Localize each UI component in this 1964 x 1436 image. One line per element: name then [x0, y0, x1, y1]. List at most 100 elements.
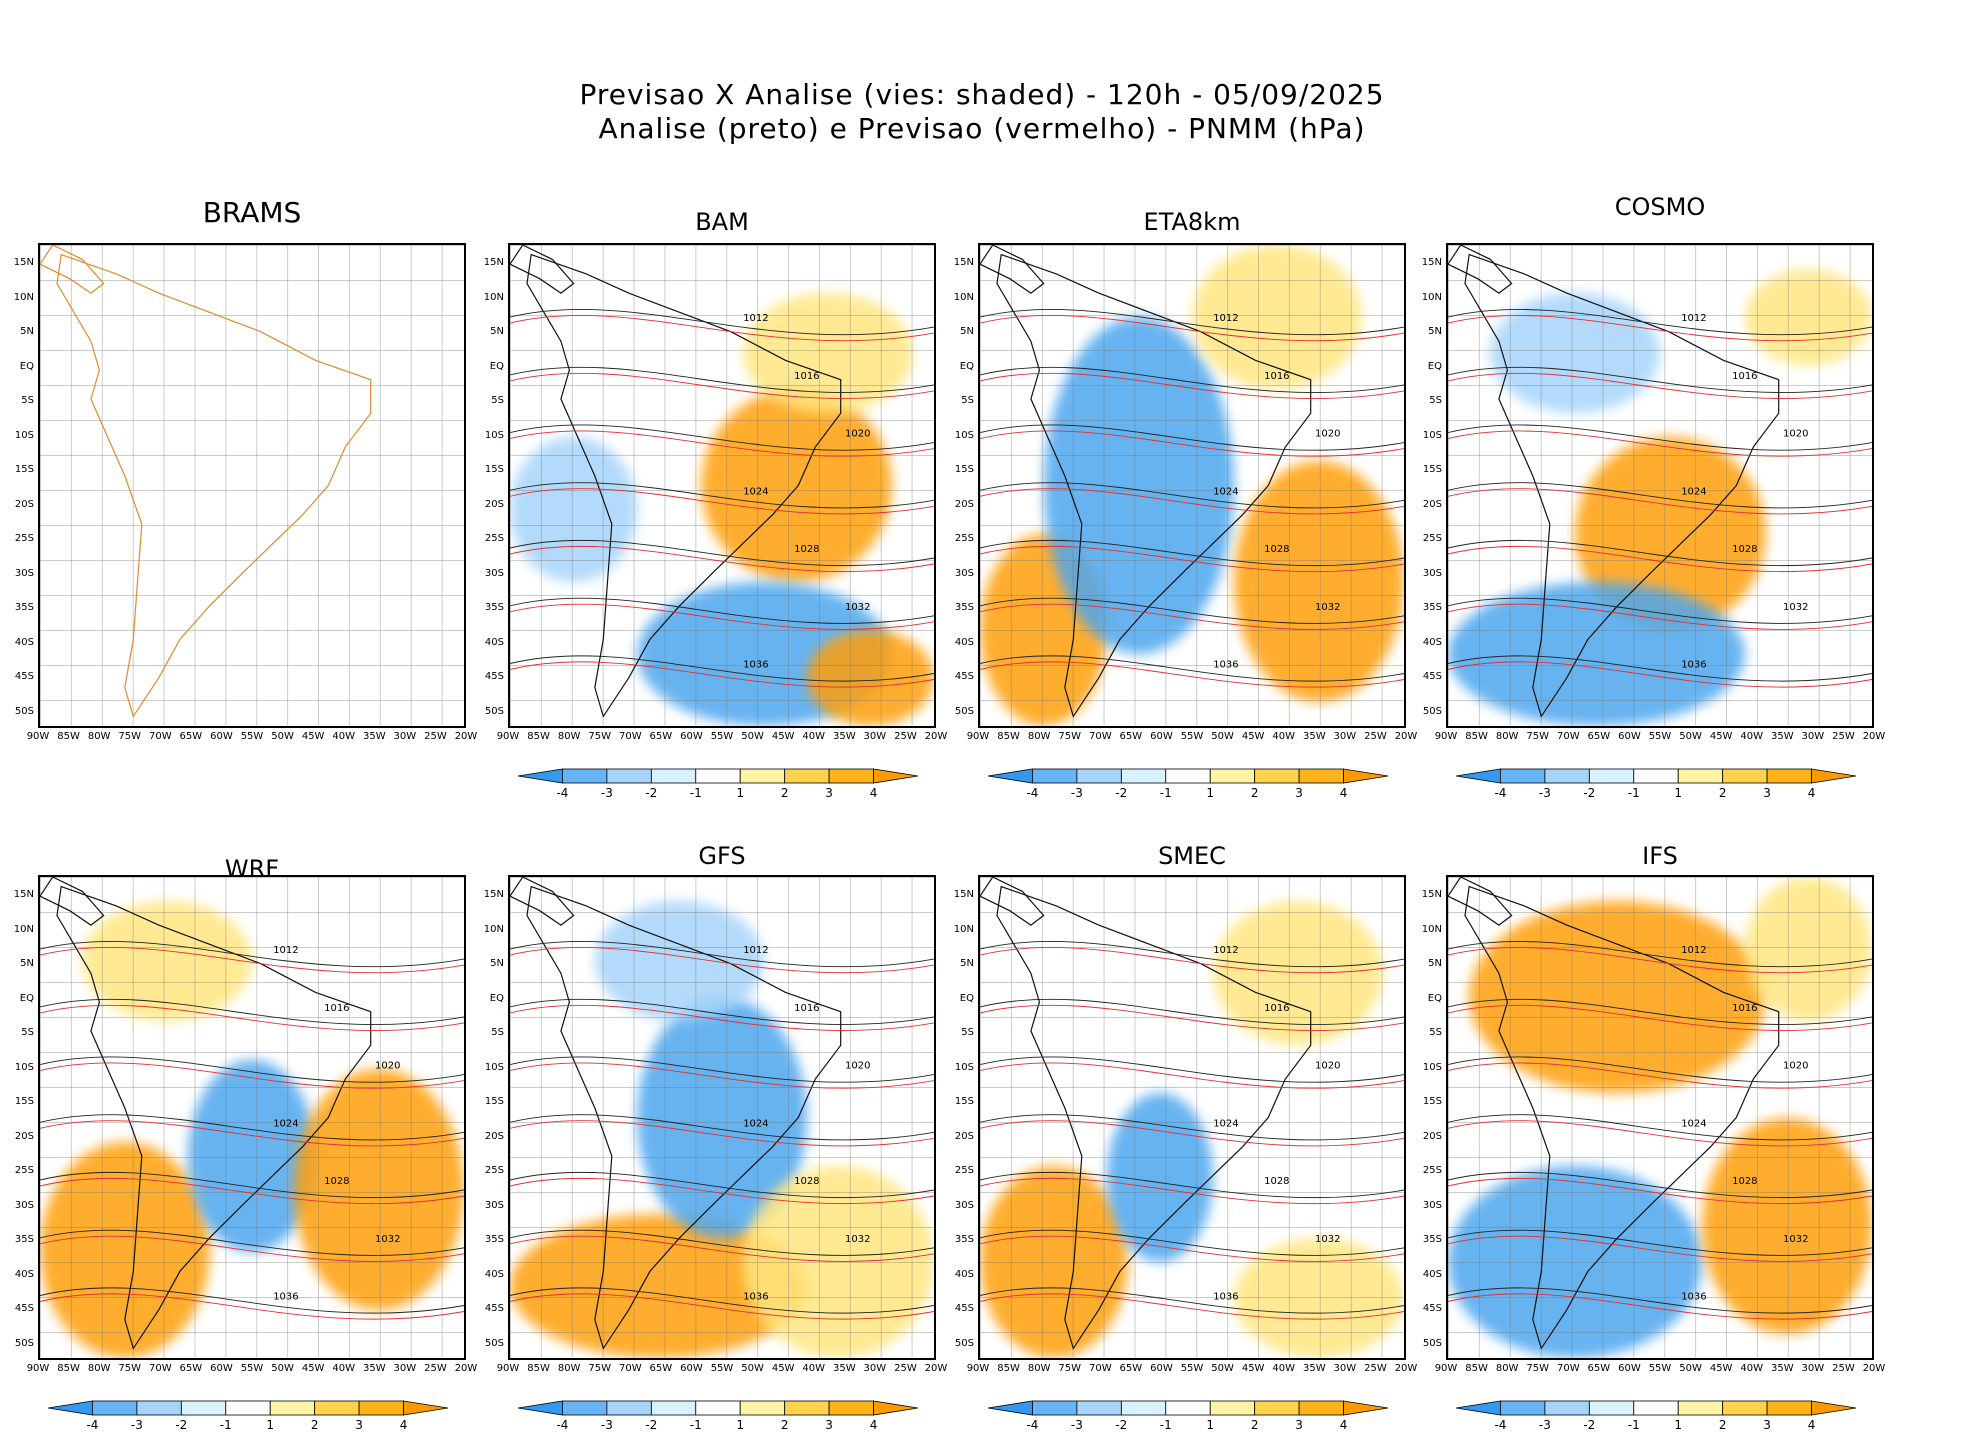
colorbar-label-cosmo: 2: [1718, 786, 1727, 800]
isobar-label-gfs-6: 1036: [743, 1292, 768, 1303]
lon-label-eta8km: 25W: [1364, 731, 1387, 742]
lon-label-eta8km: 35W: [1302, 731, 1326, 742]
lon-label-smec: 70W: [1088, 1363, 1112, 1374]
lon-label-brams: 90W: [26, 731, 50, 742]
coastline-brams: [40, 245, 372, 718]
lon-label-eta8km: 45W: [1241, 731, 1265, 742]
lat-label-wrf: 45S: [14, 1303, 34, 1314]
analysis-isobar-ifs-3: [1448, 1114, 1872, 1141]
colorbar-segment-smec-6: [1254, 1400, 1300, 1416]
lat-label-brams: 5S: [21, 395, 34, 406]
isobar-label-wrf-4: 1028: [324, 1176, 349, 1187]
lat-label-ifs: 10N: [1421, 923, 1442, 935]
colorbar-cosmo: [1456, 768, 1856, 784]
colorbar-label-cosmo: -2: [1583, 786, 1596, 800]
lat-label-ifs: 40S: [1422, 1268, 1442, 1280]
lon-label-brams: 50W: [271, 731, 294, 742]
colorbar-label-cosmo: -1: [1627, 786, 1640, 800]
forecast-isobar-ifs-6: [1448, 1293, 1872, 1320]
analysis-isobar-wrf-1: [40, 998, 464, 1025]
lon-label-cosmo: 45W: [1709, 731, 1733, 742]
coast-path-smec-0: [996, 885, 1312, 1350]
colorbar-label-eta8km: -2: [1115, 786, 1128, 800]
forecast-isobar-eta8km-4: [980, 545, 1404, 573]
forecast-isobar-smec-3: [980, 1120, 1404, 1147]
analysis-isobar-cosmo-3: [1448, 482, 1872, 509]
lon-label-ifs: 60W: [1618, 1363, 1641, 1374]
colorbar-segment-gfs-6: [784, 1400, 830, 1416]
analysis-isobar-gfs-4: [510, 1171, 934, 1199]
isobar-label-cosmo-6: 1036: [1681, 660, 1706, 671]
colorbar-label-eta8km: 1: [1206, 786, 1215, 800]
lon-label-bam: 45W: [771, 731, 795, 742]
isobar-label-cosmo-1: 1016: [1732, 371, 1757, 382]
colorbar-segment-cosmo-0: [1456, 768, 1501, 784]
lat-label-bam: 40S: [484, 636, 504, 648]
colorbar-label-wrf: -4: [86, 1418, 99, 1432]
colorbar-label-eta8km: 3: [1295, 786, 1303, 800]
isobar-label-bam-1: 1016: [794, 371, 819, 382]
colorbar-bam: [518, 768, 918, 784]
forecast-isobar-gfs-0: [510, 947, 934, 974]
colorbar-segment-wrf-1: [92, 1400, 138, 1416]
analysis-isobar-wrf-5: [40, 1229, 464, 1256]
colorbar-segment-gfs-8: [873, 1400, 918, 1416]
forecast-isobar-cosmo-6: [1448, 661, 1872, 688]
lon-label-eta8km: 55W: [1180, 731, 1204, 742]
coastline-ifs: 1012 1016 1020 1024 1028 1032 1036: [1448, 877, 1872, 1350]
lat-label-wrf: 40S: [14, 1268, 34, 1280]
map-grid-brams: [40, 245, 464, 726]
colorbar-segment-wrf-4: [225, 1400, 271, 1416]
lat-label-cosmo: 20S: [1422, 498, 1442, 510]
isobar-label-eta8km-3: 1024: [1213, 486, 1238, 497]
bias-shading-wrf-1: [188, 1059, 316, 1253]
coast-path-eta8km-0: [996, 253, 1312, 718]
isobar-label-eta8km-1: 1016: [1264, 371, 1289, 382]
lon-label-bam: 30W: [863, 731, 887, 742]
lat-label-smec: 10S: [954, 1061, 974, 1073]
colorbar-segment-eta8km-7: [1298, 768, 1344, 784]
bias-shading-bam-0: [700, 389, 892, 582]
lat-label-brams: 20S: [14, 498, 34, 510]
forecast-isobar-wrf-4: [40, 1177, 464, 1205]
forecast-isobar-gfs-5: [510, 1235, 934, 1262]
lat-label-bam: 10N: [483, 291, 504, 303]
analysis-isobar-cosmo-5: [1448, 597, 1872, 624]
forecast-isobar-wrf-0: [40, 947, 464, 974]
analysis-isobar-cosmo-0: [1448, 309, 1872, 336]
lat-label-smec: 45S: [954, 1303, 974, 1314]
isobar-label-gfs-5: 1032: [845, 1234, 870, 1245]
colorbar-segment-eta8km-0: [988, 768, 1033, 784]
colorbar-label-smec: -2: [1115, 1418, 1128, 1432]
lat-label-smec: 25S: [954, 1165, 974, 1176]
isobar-label-gfs-3: 1024: [743, 1118, 768, 1129]
lat-label-wrf: EQ: [19, 992, 34, 1004]
analysis-isobar-gfs-5: [510, 1229, 934, 1256]
colorbar-label-eta8km: -1: [1159, 786, 1172, 800]
analysis-isobar-eta8km-5: [980, 597, 1404, 624]
isobar-label-smec-4: 1028: [1264, 1176, 1289, 1187]
colorbar-label-cosmo: 1: [1674, 786, 1683, 800]
lat-label-gfs: 45S: [484, 1303, 504, 1314]
isobar-label-bam-0: 1012: [743, 313, 768, 324]
forecast-isobar-bam-3: [510, 488, 934, 515]
lat-label-cosmo: 30S: [1422, 567, 1442, 579]
colorbar-segment-ifs-4: [1633, 1400, 1679, 1416]
lon-label-wrf: 30W: [393, 1363, 417, 1374]
bias-shading-eta8km-2: [1234, 461, 1404, 702]
lon-label-ifs: 55W: [1648, 1363, 1672, 1374]
lat-label-smec: 40S: [954, 1268, 974, 1280]
lon-label-ifs: 45W: [1709, 1363, 1733, 1374]
panel-title-cosmo: COSMO: [1614, 193, 1706, 221]
forecast-isobar-bam-1: [510, 372, 934, 399]
lat-label-brams: 40S: [14, 636, 34, 648]
map-panel-gfs: 1012 1016 1020 1024 1028 1032 1036: [508, 875, 936, 1360]
lat-label-ifs: 25S: [1422, 1165, 1442, 1176]
lon-label-gfs: 55W: [710, 1363, 734, 1374]
forecast-isobar-cosmo-5: [1448, 603, 1872, 630]
isobar-label-ifs-2: 1020: [1783, 1061, 1808, 1072]
lat-label-cosmo: 15N: [1421, 257, 1442, 268]
colorbar-segment-cosmo-2: [1544, 768, 1590, 784]
analysis-isobar-smec-4: [980, 1171, 1404, 1199]
colorbar-segment-smec-5: [1209, 1400, 1256, 1416]
